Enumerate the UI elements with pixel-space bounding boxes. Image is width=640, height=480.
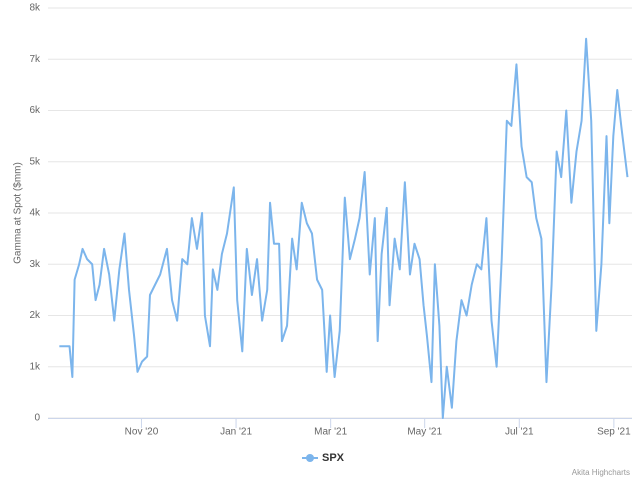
y-tick-label: 4k (29, 208, 41, 219)
y-tick-label: 7k (29, 54, 41, 65)
legend-symbol (306, 454, 314, 462)
y-tick-label: 3k (29, 259, 41, 270)
legend-item[interactable]: SPX (302, 452, 345, 464)
legend-label: SPX (322, 452, 345, 464)
x-tick-label: Nov '20 (125, 427, 159, 438)
y-tick-label: 0 (34, 413, 40, 424)
x-tick-label: Jan '21 (220, 427, 252, 438)
x-tick-label: May '21 (407, 427, 442, 438)
series-line (59, 37, 629, 419)
y-tick-label: 5k (29, 156, 41, 167)
x-tick-label: Sep '21 (597, 427, 631, 438)
y-axis-label: Gamma at Spot ($mm) (13, 162, 24, 264)
y-tick-label: 8k (29, 3, 41, 14)
credits: Akita Highcharts (572, 468, 630, 477)
y-tick-label: 2k (29, 310, 41, 321)
x-tick-label: Mar '21 (314, 427, 347, 438)
y-tick-label: 6k (29, 105, 41, 116)
y-tick-label: 1k (29, 361, 41, 372)
x-tick-label: Jul '21 (505, 427, 534, 438)
